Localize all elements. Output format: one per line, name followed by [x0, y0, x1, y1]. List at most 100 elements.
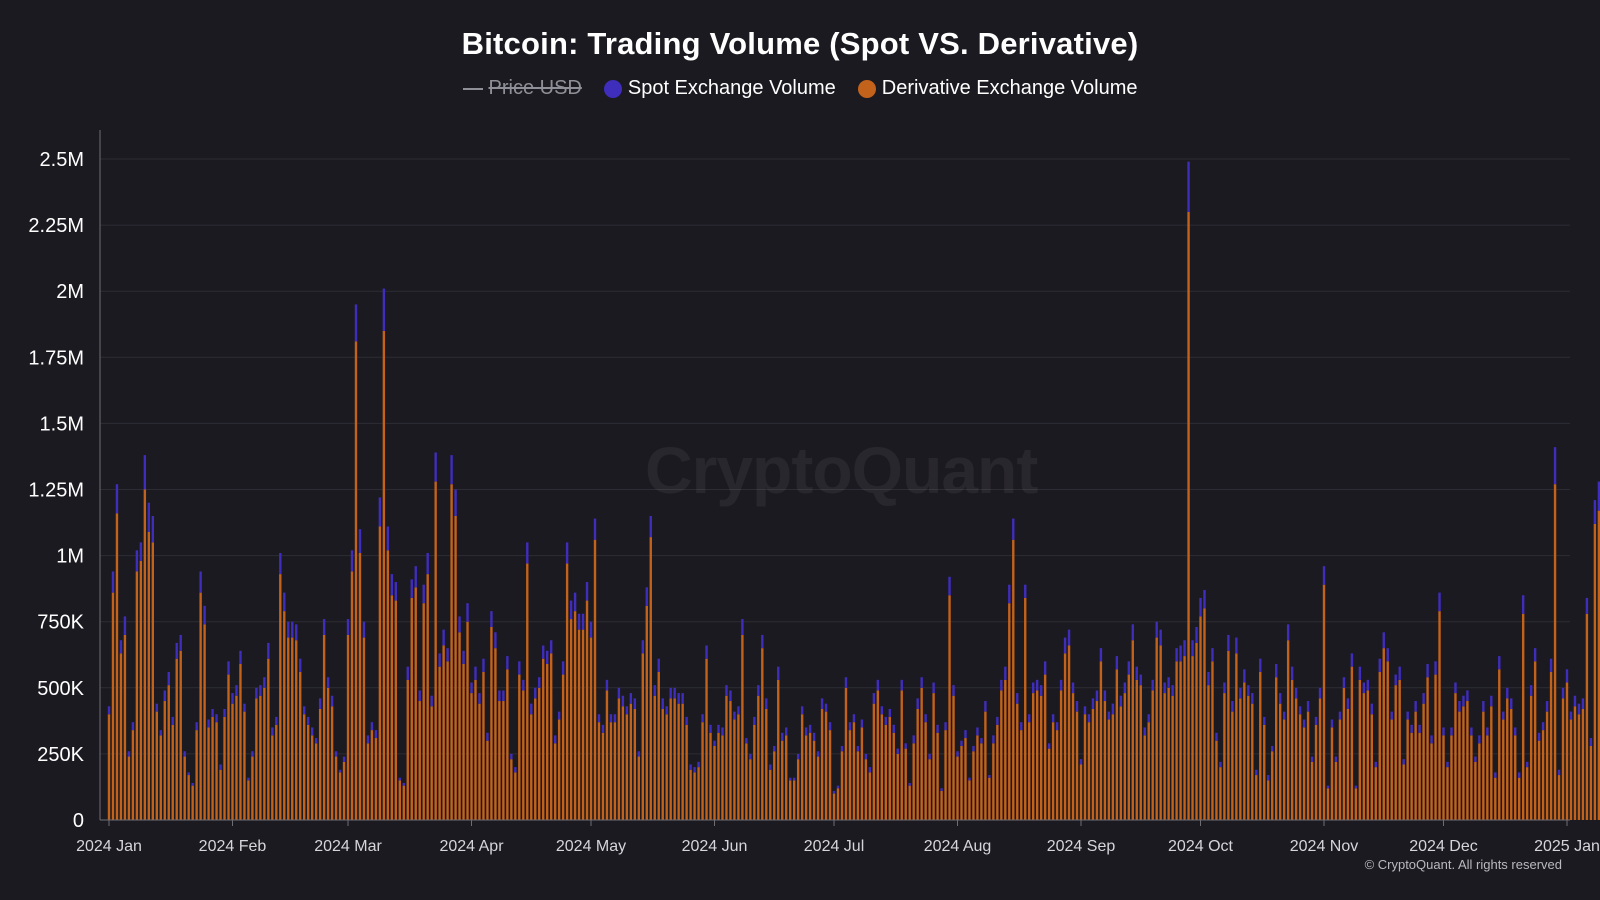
derivative-bar	[904, 748, 907, 820]
spot-bar	[478, 693, 481, 704]
spot-bar	[693, 767, 696, 773]
derivative-bar	[629, 703, 633, 820]
derivative-bar	[956, 756, 959, 820]
spot-bar	[936, 724, 939, 733]
spot-bar	[1286, 624, 1290, 641]
derivative-bar	[864, 759, 868, 820]
derivative-bar	[374, 738, 378, 820]
derivative-bar	[613, 722, 617, 820]
derivative-bar	[1366, 690, 1370, 820]
derivative-bar	[518, 674, 521, 820]
derivative-bar	[1585, 613, 1589, 820]
derivative-bar	[645, 605, 648, 820]
derivative-bar	[510, 759, 513, 820]
derivative-bar	[633, 708, 637, 820]
derivative-bar	[1012, 539, 1015, 820]
spot-bar	[107, 706, 111, 715]
derivative-bar	[1039, 695, 1043, 820]
y-tick-label: 1.75M	[28, 347, 84, 369]
derivative-bar	[1139, 685, 1142, 820]
derivative-bar	[585, 600, 589, 820]
derivative-bar	[657, 671, 660, 820]
spot-bar	[717, 724, 720, 733]
spot-bar	[1402, 759, 1405, 765]
spot-bar	[334, 751, 338, 757]
legend-item-derivative[interactable]: Derivative Exchange Volume	[857, 77, 1137, 100]
x-tick-label: 2024 Sep	[1047, 838, 1116, 855]
derivative-bar	[992, 743, 995, 820]
spot-bar	[1083, 706, 1087, 715]
spot-bar	[1247, 685, 1250, 696]
derivative-bar	[808, 732, 812, 820]
spot-bar	[1211, 648, 1214, 662]
spot-bar	[761, 634, 764, 649]
spot-bar	[526, 542, 529, 564]
spot-bar	[470, 682, 473, 694]
spot-bar	[498, 690, 501, 702]
spot-bar	[689, 764, 692, 770]
spot-bar	[781, 732, 784, 741]
derivative-bar	[908, 785, 911, 820]
derivative-bar	[621, 706, 625, 820]
derivative-bar	[283, 611, 286, 820]
derivative-bar	[534, 698, 537, 820]
spot-bar	[573, 592, 577, 612]
derivative-bar	[207, 727, 210, 820]
derivative-bar	[223, 716, 226, 820]
x-tick-label: 2024 May	[556, 838, 626, 855]
spot-bar	[721, 727, 724, 736]
spot-bar	[1135, 666, 1138, 680]
spot-bar	[518, 661, 521, 675]
spot-bar	[163, 690, 166, 702]
derivative-bar	[1255, 775, 1258, 820]
spot-bar	[542, 645, 545, 659]
spot-bar	[295, 624, 298, 641]
derivative-bar	[1581, 708, 1585, 820]
derivative-bar	[924, 722, 927, 820]
spot-bar	[1203, 589, 1206, 609]
credits: © CryptoQuant. All rights reserved	[1364, 857, 1562, 872]
spot-bar	[617, 687, 621, 699]
spot-bar	[1207, 671, 1210, 686]
spot-bar	[777, 666, 780, 680]
derivative-bar	[163, 701, 166, 820]
derivative-bar	[1354, 788, 1358, 820]
spot-bar	[1442, 727, 1445, 736]
spot-bar	[864, 753, 868, 760]
spot-bar	[705, 645, 708, 659]
derivative-bar	[334, 756, 338, 820]
spot-bar	[960, 740, 963, 746]
derivative-bar	[227, 674, 230, 820]
x-tick-label: 2024 Apr	[439, 838, 504, 855]
spot-bar	[1394, 674, 1397, 686]
spot-bar	[785, 727, 788, 736]
legend-item-spot[interactable]: Spot Exchange Volume	[603, 77, 836, 100]
derivative-bar	[976, 735, 979, 820]
x-tick-label: 2024 Jun	[682, 838, 748, 855]
legend-item-price[interactable]: Price USD	[462, 77, 582, 100]
spot-bar	[1195, 626, 1198, 643]
spot-bar	[1071, 682, 1075, 694]
spot-bar	[713, 740, 716, 746]
spot-bar	[1259, 658, 1262, 672]
derivative-bar	[119, 653, 123, 820]
spot-bar	[1422, 693, 1425, 704]
spot-bar	[255, 687, 258, 699]
derivative-bar	[936, 732, 939, 820]
derivative-bar	[868, 772, 872, 820]
spot-bar	[1338, 711, 1342, 720]
spot-bar	[836, 785, 840, 789]
spot-bar	[1585, 597, 1589, 614]
derivative-bar	[1490, 706, 1493, 820]
spot-bar	[737, 706, 740, 715]
spot-bar	[908, 782, 911, 786]
x-tick-label: 2024 Oct	[1168, 838, 1233, 855]
spot-bar	[143, 455, 147, 490]
derivative-bar	[1171, 695, 1174, 820]
derivative-bar	[1462, 706, 1465, 820]
spot-bar	[326, 677, 330, 688]
derivative-bar	[422, 603, 425, 820]
spot-bar	[1330, 719, 1334, 728]
spot-bar	[243, 703, 246, 712]
spot-bar	[952, 685, 955, 696]
